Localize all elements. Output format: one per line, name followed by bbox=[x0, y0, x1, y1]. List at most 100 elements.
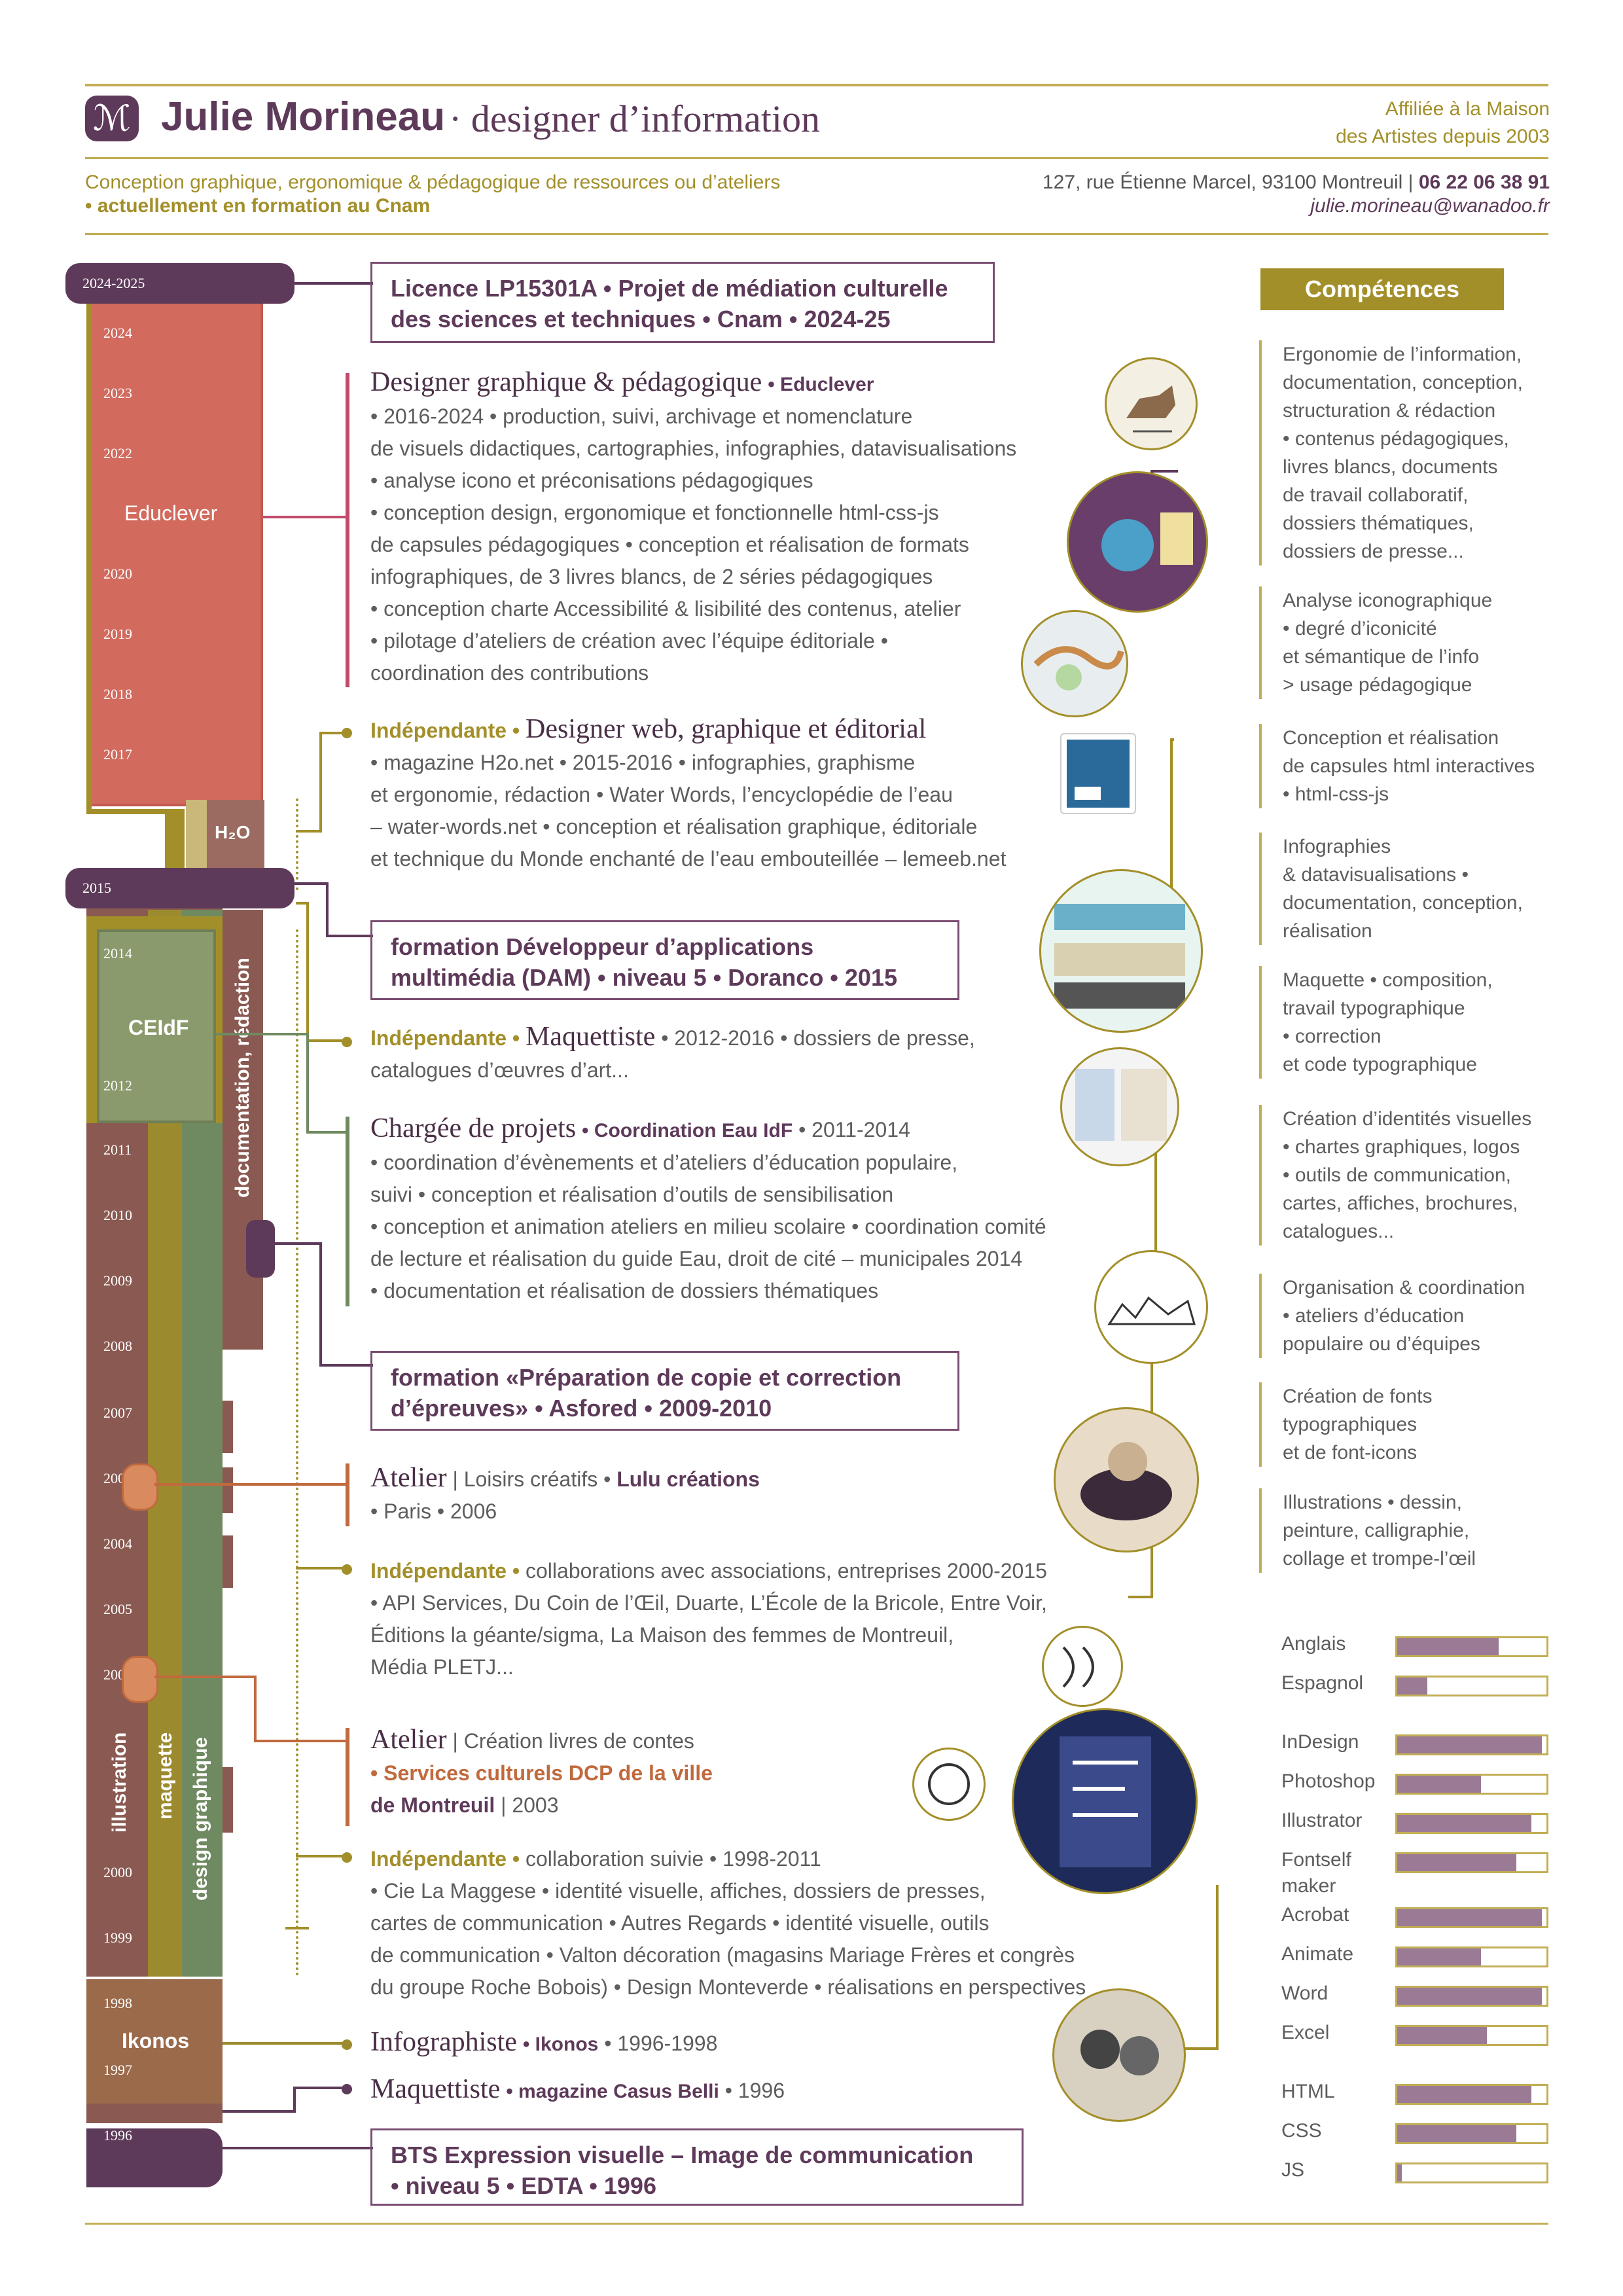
educlever-edge-bottom bbox=[86, 809, 185, 814]
educlever-org: • Educlever bbox=[768, 374, 874, 395]
competence-line: Infographies bbox=[1283, 836, 1391, 857]
connector-atelier2 bbox=[154, 1676, 347, 1742]
skill-bar bbox=[1395, 1986, 1548, 2007]
skill-bar-fill bbox=[1397, 1776, 1481, 1793]
year-2017: 2017 bbox=[103, 746, 132, 762]
affiliation: Affiliée à la Maison des Artistes depuis… bbox=[1336, 96, 1550, 151]
skill-label: JS bbox=[1281, 2159, 1305, 2181]
competence-line: • html-css-js bbox=[1283, 783, 1389, 805]
skill-label: CSS bbox=[1281, 2120, 1322, 2142]
educlever-edge bbox=[86, 281, 92, 813]
skill-label: Acrobat bbox=[1281, 1904, 1349, 1926]
educlever-title: Designer graphique & pédagogique bbox=[370, 367, 762, 397]
competence-line: dossiers thématiques, bbox=[1283, 512, 1474, 534]
portfolio-logo-dcp bbox=[912, 1748, 986, 1821]
educlever-block bbox=[89, 283, 263, 806]
atelier2-bar bbox=[346, 1728, 349, 1826]
licence-line-1: Licence LP15301A • Projet de médiation c… bbox=[391, 275, 948, 302]
infographiste-org: • Ikonos bbox=[522, 2034, 599, 2055]
skill-bar-fill bbox=[1397, 1909, 1543, 1926]
affiliation-line-1: Affiliée à la Maison bbox=[1385, 98, 1550, 120]
ikonos-label: Ikonos bbox=[122, 2029, 190, 2053]
year-2011: 2011 bbox=[103, 1141, 132, 1158]
competence-line: Organisation & coordination bbox=[1283, 1277, 1525, 1299]
skill-bar-fill bbox=[1397, 2164, 1402, 2181]
competence-line: catalogues... bbox=[1283, 1221, 1395, 1242]
book-cover-icon bbox=[1067, 740, 1130, 808]
year-2012: 2012 bbox=[103, 1077, 132, 1094]
skill-bar-fill bbox=[1397, 1988, 1543, 2005]
educlever-line: de capsules pédagogiques • conception et… bbox=[370, 533, 969, 556]
asfored-box: formation «Préparation de copie et corre… bbox=[370, 1351, 959, 1431]
indep-web-line: • magazine H2o.net • 2015-2016 • infogra… bbox=[370, 751, 916, 774]
city-sketch-icon bbox=[1107, 1296, 1196, 1325]
indep-collab-line: Média PLETJ... bbox=[370, 1655, 514, 1679]
ceidf-block bbox=[97, 929, 216, 1123]
atelier1-rest: | Loisirs créatifs • bbox=[452, 1467, 611, 1491]
competence-line: Création d’identités visuelles bbox=[1283, 1108, 1532, 1130]
bullet-dot bbox=[342, 1852, 352, 1863]
person-role: · designer d’information bbox=[449, 98, 820, 140]
atelier1-title: Atelier bbox=[370, 1463, 447, 1493]
indep-label: Indépendante • bbox=[370, 1847, 520, 1871]
affiliation-line-2: des Artistes depuis 2003 bbox=[1336, 126, 1550, 147]
h2o-label: H₂O bbox=[215, 822, 251, 842]
competence-line: • chartes graphiques, logos bbox=[1283, 1136, 1520, 1158]
layout-icon bbox=[1075, 1069, 1167, 1141]
competence-line: • ateliers d’éducation bbox=[1283, 1305, 1465, 1327]
bullet-dot bbox=[342, 2084, 352, 2094]
skill-bar bbox=[1395, 1636, 1548, 1657]
competence-group: Création de fonts typographiques et de fon… bbox=[1259, 1382, 1558, 1467]
skill-bar-fill bbox=[1397, 1815, 1532, 1832]
asfored-line-2: d’épreuves» • Asfored • 2009-2010 bbox=[391, 1395, 772, 1422]
bricole-logo-icon bbox=[1062, 1646, 1094, 1688]
skill-bar bbox=[1395, 1907, 1548, 1928]
competence-line: Illustrations • dessin, bbox=[1283, 1492, 1462, 1513]
indep-suivie-rest: collaboration suivie • 1998-2011 bbox=[526, 1847, 821, 1871]
indep-collab-line: • API Services, Du Coin de l’Œil, Duarte… bbox=[370, 1591, 1047, 1615]
ikonos-block bbox=[86, 1979, 223, 2104]
skill-label: Illustrator bbox=[1281, 1810, 1363, 1831]
band-tick-4 bbox=[223, 1767, 233, 1833]
photo-icon bbox=[1080, 2030, 1159, 2075]
dam-line-2: multimédia (DAM) • niveau 5 • Doranco • … bbox=[391, 964, 897, 991]
year-2000: 2000 bbox=[103, 1864, 132, 1880]
bullet-dot bbox=[342, 2039, 352, 2050]
year-2009: 2009 bbox=[103, 1272, 132, 1289]
skill-bar-fill bbox=[1397, 1948, 1481, 1965]
dam-line-1: formation Développeur d’applications bbox=[391, 933, 814, 960]
educlever-bar bbox=[346, 373, 349, 687]
atelier1-line: • Paris • 2006 bbox=[370, 1499, 497, 1523]
educlever-line: de visuels didactiques, cartographies, i… bbox=[370, 437, 1017, 460]
competence-line: structuration & rédaction bbox=[1283, 400, 1496, 422]
indep-collab-line: Éditions la géante/sigma, La Maison des … bbox=[370, 1623, 954, 1647]
competence-line: et code typographique bbox=[1283, 1054, 1477, 1075]
skill-label: InDesign bbox=[1281, 1731, 1359, 1753]
ceidf-label: CEIdF bbox=[128, 1016, 189, 1039]
competence-group: Conception et réalisation de capsules htm… bbox=[1259, 724, 1558, 808]
cp-entry: Chargée de projets • Coordination Eau Id… bbox=[370, 1113, 1046, 1307]
skill-label: Excel bbox=[1281, 2022, 1330, 2043]
educlever-line: infographiques, de 3 livres blancs, de 2… bbox=[370, 565, 933, 588]
year-1997: 1997 bbox=[103, 2062, 132, 2078]
competence-line: collage et trompe-l’œil bbox=[1283, 1548, 1476, 1570]
indep-label: Indépendante • bbox=[370, 1026, 520, 1050]
address-text: 127, rue Étienne Marcel, 93100 Montreuil… bbox=[1043, 171, 1414, 193]
skill-bar-fill bbox=[1397, 1736, 1543, 1753]
connector-cp bbox=[216, 1033, 347, 1134]
phone[interactable]: 06 22 06 38 91 bbox=[1418, 171, 1550, 193]
atelier2-org-2: de Montreuil bbox=[370, 1793, 495, 1817]
educlever-line: • pilotage d’ateliers de création avec l… bbox=[370, 629, 888, 653]
atelier2-rest: | Création livres de contes bbox=[452, 1729, 694, 1753]
band-tick-3 bbox=[223, 1535, 233, 1588]
email-link[interactable]: julie.morineau@wanadoo.fr bbox=[1310, 195, 1550, 217]
competence-line: Maquette • composition, bbox=[1283, 969, 1493, 991]
competence-line: de travail collaboratif, bbox=[1283, 484, 1469, 506]
portfolio-image-eau-droit bbox=[1094, 1250, 1208, 1364]
sculpture-icon bbox=[1080, 1442, 1172, 1520]
competence-line: livres blancs, documents bbox=[1283, 456, 1498, 478]
year-2019: 2019 bbox=[103, 626, 132, 642]
competence-line: Conception et réalisation bbox=[1283, 727, 1499, 749]
competence-line: & datavisualisations • bbox=[1283, 864, 1469, 886]
year-2018: 2018 bbox=[103, 686, 132, 702]
